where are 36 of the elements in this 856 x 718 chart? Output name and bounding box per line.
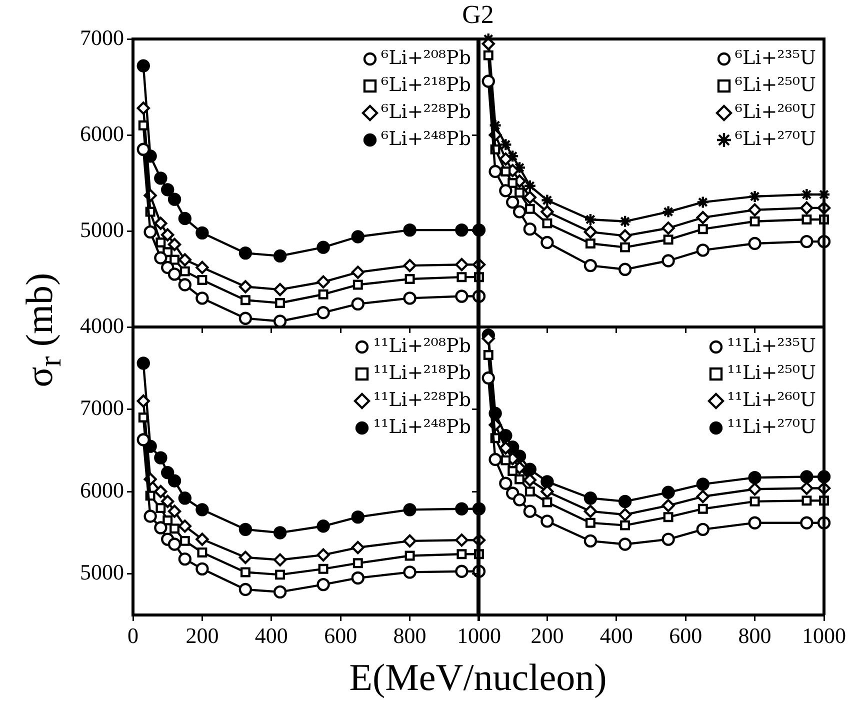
y-tick-label: 6000 [80,120,124,146]
legend-label: ⁶Li+²⁶⁰U [734,100,816,125]
legend-label: ¹¹Li+²⁷⁰U [727,415,816,440]
y-tick-label: 7000 [80,24,124,50]
legend-label: ⁶Li+²⁷⁰U [734,127,816,152]
x-tick-label: 600 [324,622,358,648]
x-tick-label: 1000 [802,622,846,648]
y-tick-label: 5000 [80,560,124,585]
x-tick-label: 600 [669,622,702,648]
x-tick-label: 400 [254,622,288,648]
legend-label: ⁶Li+²²⁸Pb [380,100,471,125]
y-tick-label: 4000 [80,312,124,338]
legend-label: ¹¹Li+²³⁵U [727,334,816,359]
y-tick-label: 7000 [80,395,124,420]
legend-label: ¹¹Li+²²⁸Pb [373,388,471,413]
legend-label: ⁶Li+²⁴⁸Pb [380,127,471,152]
legend-label: ¹¹Li+²⁶⁰U [727,388,816,413]
legend-label: ⁶Li+²⁵⁰U [734,73,816,98]
y-tick-label: 6000 [80,477,124,502]
x-tick-label: 0 [128,622,138,648]
legend-label: ¹¹Li+²⁰⁸Pb [373,334,471,359]
legend-label: ¹¹Li+²⁵⁰U [727,361,816,386]
x-tick-label: 200 [186,622,219,648]
x-tick-label: 400 [600,622,633,648]
y-tick-label: 5000 [80,216,124,242]
legend-label: ⁶Li+²³⁵U [734,46,816,71]
x-axis-title: E(MeV/nucleon) [348,656,608,700]
x-tick-label: 200 [530,622,564,648]
legend-label: ¹¹Li+²¹⁸Pb [373,361,471,386]
legend-label: ⁶Li+²⁰⁸Pb [380,46,471,71]
x-tick-label: 800 [738,622,772,648]
chart-title: G2 [461,0,495,30]
x-tick-label: 1000 [457,622,501,648]
legend-label: ¹¹Li+²⁴⁸Pb [373,415,471,440]
x-tick-label: 800 [393,622,426,648]
legend-label: ⁶Li+²¹⁸Pb [380,73,471,98]
